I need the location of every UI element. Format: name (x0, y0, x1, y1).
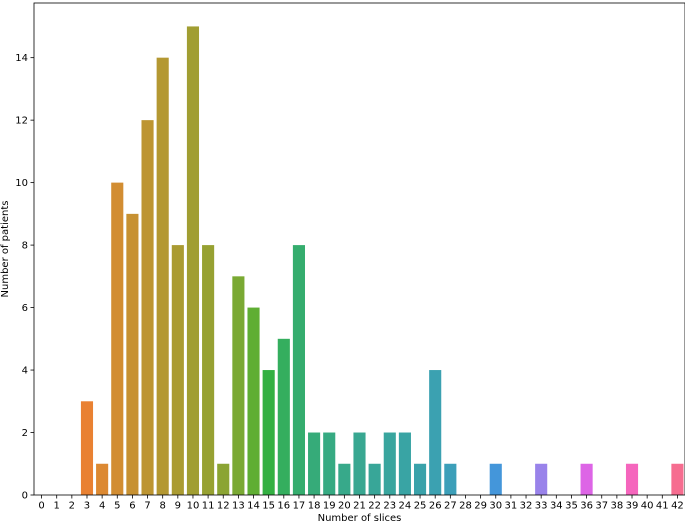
bar-5 (111, 182, 124, 495)
x-tick-label: 31 (505, 501, 518, 512)
x-tick-label: 27 (444, 501, 457, 512)
bar-36 (580, 463, 593, 495)
bar-23 (383, 432, 396, 495)
x-tick-label: 38 (611, 501, 624, 512)
bar-19 (323, 432, 336, 495)
x-tick-label: 7 (144, 501, 150, 512)
x-tick-label: 12 (217, 501, 230, 512)
x-axis-label: Number of slices (318, 513, 402, 523)
x-tick-label: 41 (656, 501, 669, 512)
x-tick-label: 35 (565, 501, 578, 512)
x-tick-label: 32 (520, 501, 533, 512)
y-tick-label: 0 (22, 491, 28, 502)
bar-10 (186, 26, 200, 496)
bar-24 (398, 432, 411, 495)
bar-17 (292, 245, 305, 495)
x-tick-label: 11 (202, 501, 215, 512)
x-tick-label: 21 (353, 501, 366, 512)
x-tick-label: 39 (626, 501, 639, 512)
bar-16 (277, 338, 290, 495)
bar-18 (308, 432, 321, 495)
x-tick-label: 2 (69, 501, 75, 512)
bar-22 (368, 463, 381, 495)
y-tick-label: 4 (22, 366, 28, 377)
y-tick-label: 10 (15, 178, 28, 189)
bar-21 (353, 432, 366, 495)
bar-30 (489, 463, 502, 495)
bar-12 (217, 463, 230, 495)
x-tick-label: 0 (38, 501, 44, 512)
y-tick-label: 2 (22, 428, 28, 439)
x-tick-label: 15 (262, 501, 275, 512)
x-tick-label: 20 (338, 501, 351, 512)
x-tick-label: 13 (232, 501, 245, 512)
bar-11 (202, 245, 215, 495)
x-tick-label: 33 (535, 501, 548, 512)
x-tick-label: 29 (474, 501, 487, 512)
x-tick-label: 42 (671, 501, 684, 512)
x-tick-label: 28 (459, 501, 472, 512)
x-tick-label: 9 (175, 501, 181, 512)
bar-9 (171, 245, 184, 495)
bar-15 (262, 370, 275, 495)
x-tick-label: 40 (641, 501, 654, 512)
x-tick-label: 34 (550, 501, 563, 512)
y-tick-label: 12 (15, 116, 28, 127)
bar-42 (671, 463, 684, 495)
x-tick-label: 19 (323, 501, 336, 512)
x-tick-label: 22 (368, 501, 381, 512)
y-tick-label: 14 (15, 53, 28, 64)
x-tick-label: 10 (187, 501, 200, 512)
bar-20 (338, 463, 351, 495)
y-axis-ticks: 0 2 4 6 8 10 12 14 (15, 53, 34, 502)
x-tick-label: 17 (293, 501, 306, 512)
x-tick-label: 1 (54, 501, 60, 512)
bar-8 (156, 57, 169, 496)
x-tick-label: 25 (414, 501, 427, 512)
x-tick-label: 26 (429, 501, 442, 512)
x-tick-label: 8 (159, 501, 165, 512)
bar-39 (625, 463, 639, 495)
bar-13 (232, 276, 245, 495)
bars-group (80, 26, 684, 496)
bar-27 (444, 463, 457, 495)
x-axis-ticks: 0 1 2 3 4 5 6 7 8 9 10 11 12 13 14 15 16 17 18 19 20 21 22 23 24… (38, 495, 684, 512)
x-tick-label: 18 (308, 501, 321, 512)
x-tick-label: 14 (247, 501, 260, 512)
y-axis-label: Number of patients (0, 201, 11, 298)
bar-3 (80, 401, 94, 495)
x-tick-label: 5 (114, 501, 120, 512)
y-tick-label: 8 (22, 241, 28, 252)
bar-4 (96, 463, 109, 495)
x-tick-label: 30 (489, 501, 502, 512)
bar-14 (247, 307, 260, 495)
x-tick-label: 4 (99, 501, 105, 512)
bar-26 (429, 370, 442, 495)
x-tick-label: 37 (595, 501, 608, 512)
bar-25 (414, 463, 427, 495)
x-tick-label: 3 (84, 501, 90, 512)
bar-33 (535, 463, 548, 495)
bar-7 (141, 120, 154, 495)
y-tick-label: 6 (22, 303, 28, 314)
bar-6 (126, 213, 139, 496)
x-tick-label: 16 (277, 501, 290, 512)
x-tick-label: 36 (580, 501, 593, 512)
x-tick-label: 24 (399, 501, 412, 512)
x-tick-label: 23 (383, 501, 396, 512)
x-tick-label: 6 (129, 501, 135, 512)
